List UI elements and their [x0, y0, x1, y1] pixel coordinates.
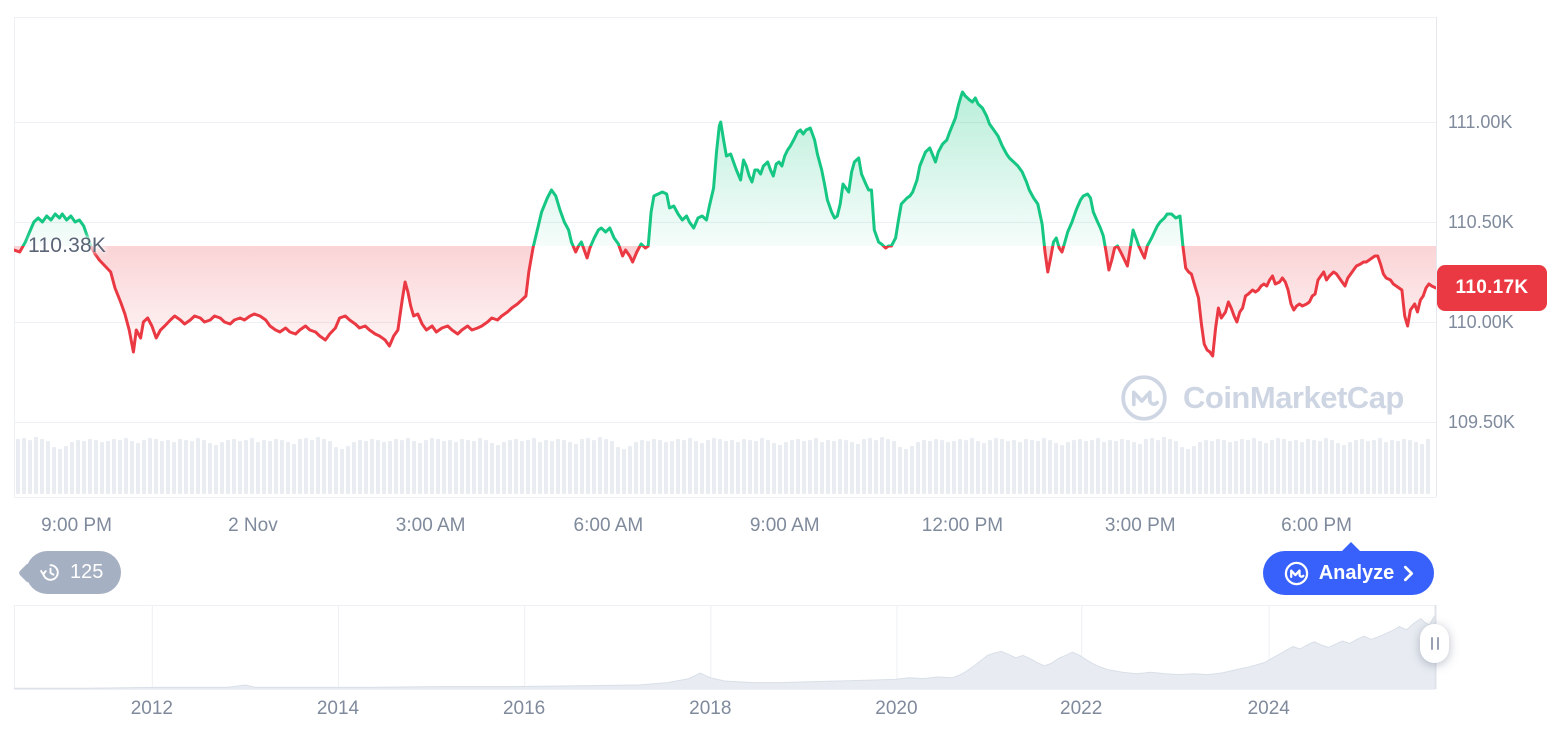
time-axis-tick: 12:00 PM — [921, 515, 1004, 536]
history-clock-icon — [39, 561, 62, 584]
coinmarketcap-button-logo-icon — [1283, 560, 1310, 587]
volume-bars — [16, 437, 1430, 494]
time-axis-tick: 9:00 AM — [749, 515, 820, 536]
price-axis-tick: 110.50K — [1448, 212, 1514, 232]
time-axis-tick: 3:00 PM — [1104, 515, 1176, 536]
year-axis-tick: 2020 — [875, 698, 918, 719]
chevron-right-icon — [1403, 565, 1414, 582]
year-axis-tick: 2016 — [502, 698, 546, 719]
year-axis-tick: 2022 — [1060, 698, 1103, 719]
handle-grip-bar — [1436, 637, 1439, 650]
current-price-value: 110.17K — [1455, 277, 1529, 298]
year-axis-tick: 2014 — [316, 698, 360, 719]
history-count-badge[interactable]: 125 — [26, 551, 122, 594]
time-axis-tick: 2 Nov — [228, 515, 278, 536]
history-count-value: 125 — [70, 561, 104, 583]
time-axis-tick: 9:00 PM — [41, 515, 112, 536]
year-axis-tick: 2012 — [130, 698, 173, 719]
price-axis-tick: 109.50K — [1448, 412, 1516, 432]
price-axis-tick: 111.00K — [1448, 112, 1513, 132]
range-selector-handle[interactable] — [1420, 624, 1449, 663]
analyze-button[interactable]: Analyze — [1263, 542, 1434, 595]
baseline-price-label: 110.38K — [28, 234, 107, 257]
year-axis-tick: 2018 — [689, 698, 732, 719]
time-axis-tick: 3:00 AM — [395, 515, 466, 536]
price-axis-tick: 110.00K — [1448, 312, 1514, 332]
time-axis-tick: 6:00 AM — [573, 515, 644, 536]
analyze-button-label: Analyze — [1318, 561, 1395, 584]
year-axis-tick: 2024 — [1247, 698, 1290, 719]
handle-grip-bar — [1430, 637, 1433, 650]
time-axis-tick: 6:00 PM — [1281, 515, 1352, 536]
current-price-badge: 110.17K — [1437, 265, 1547, 311]
